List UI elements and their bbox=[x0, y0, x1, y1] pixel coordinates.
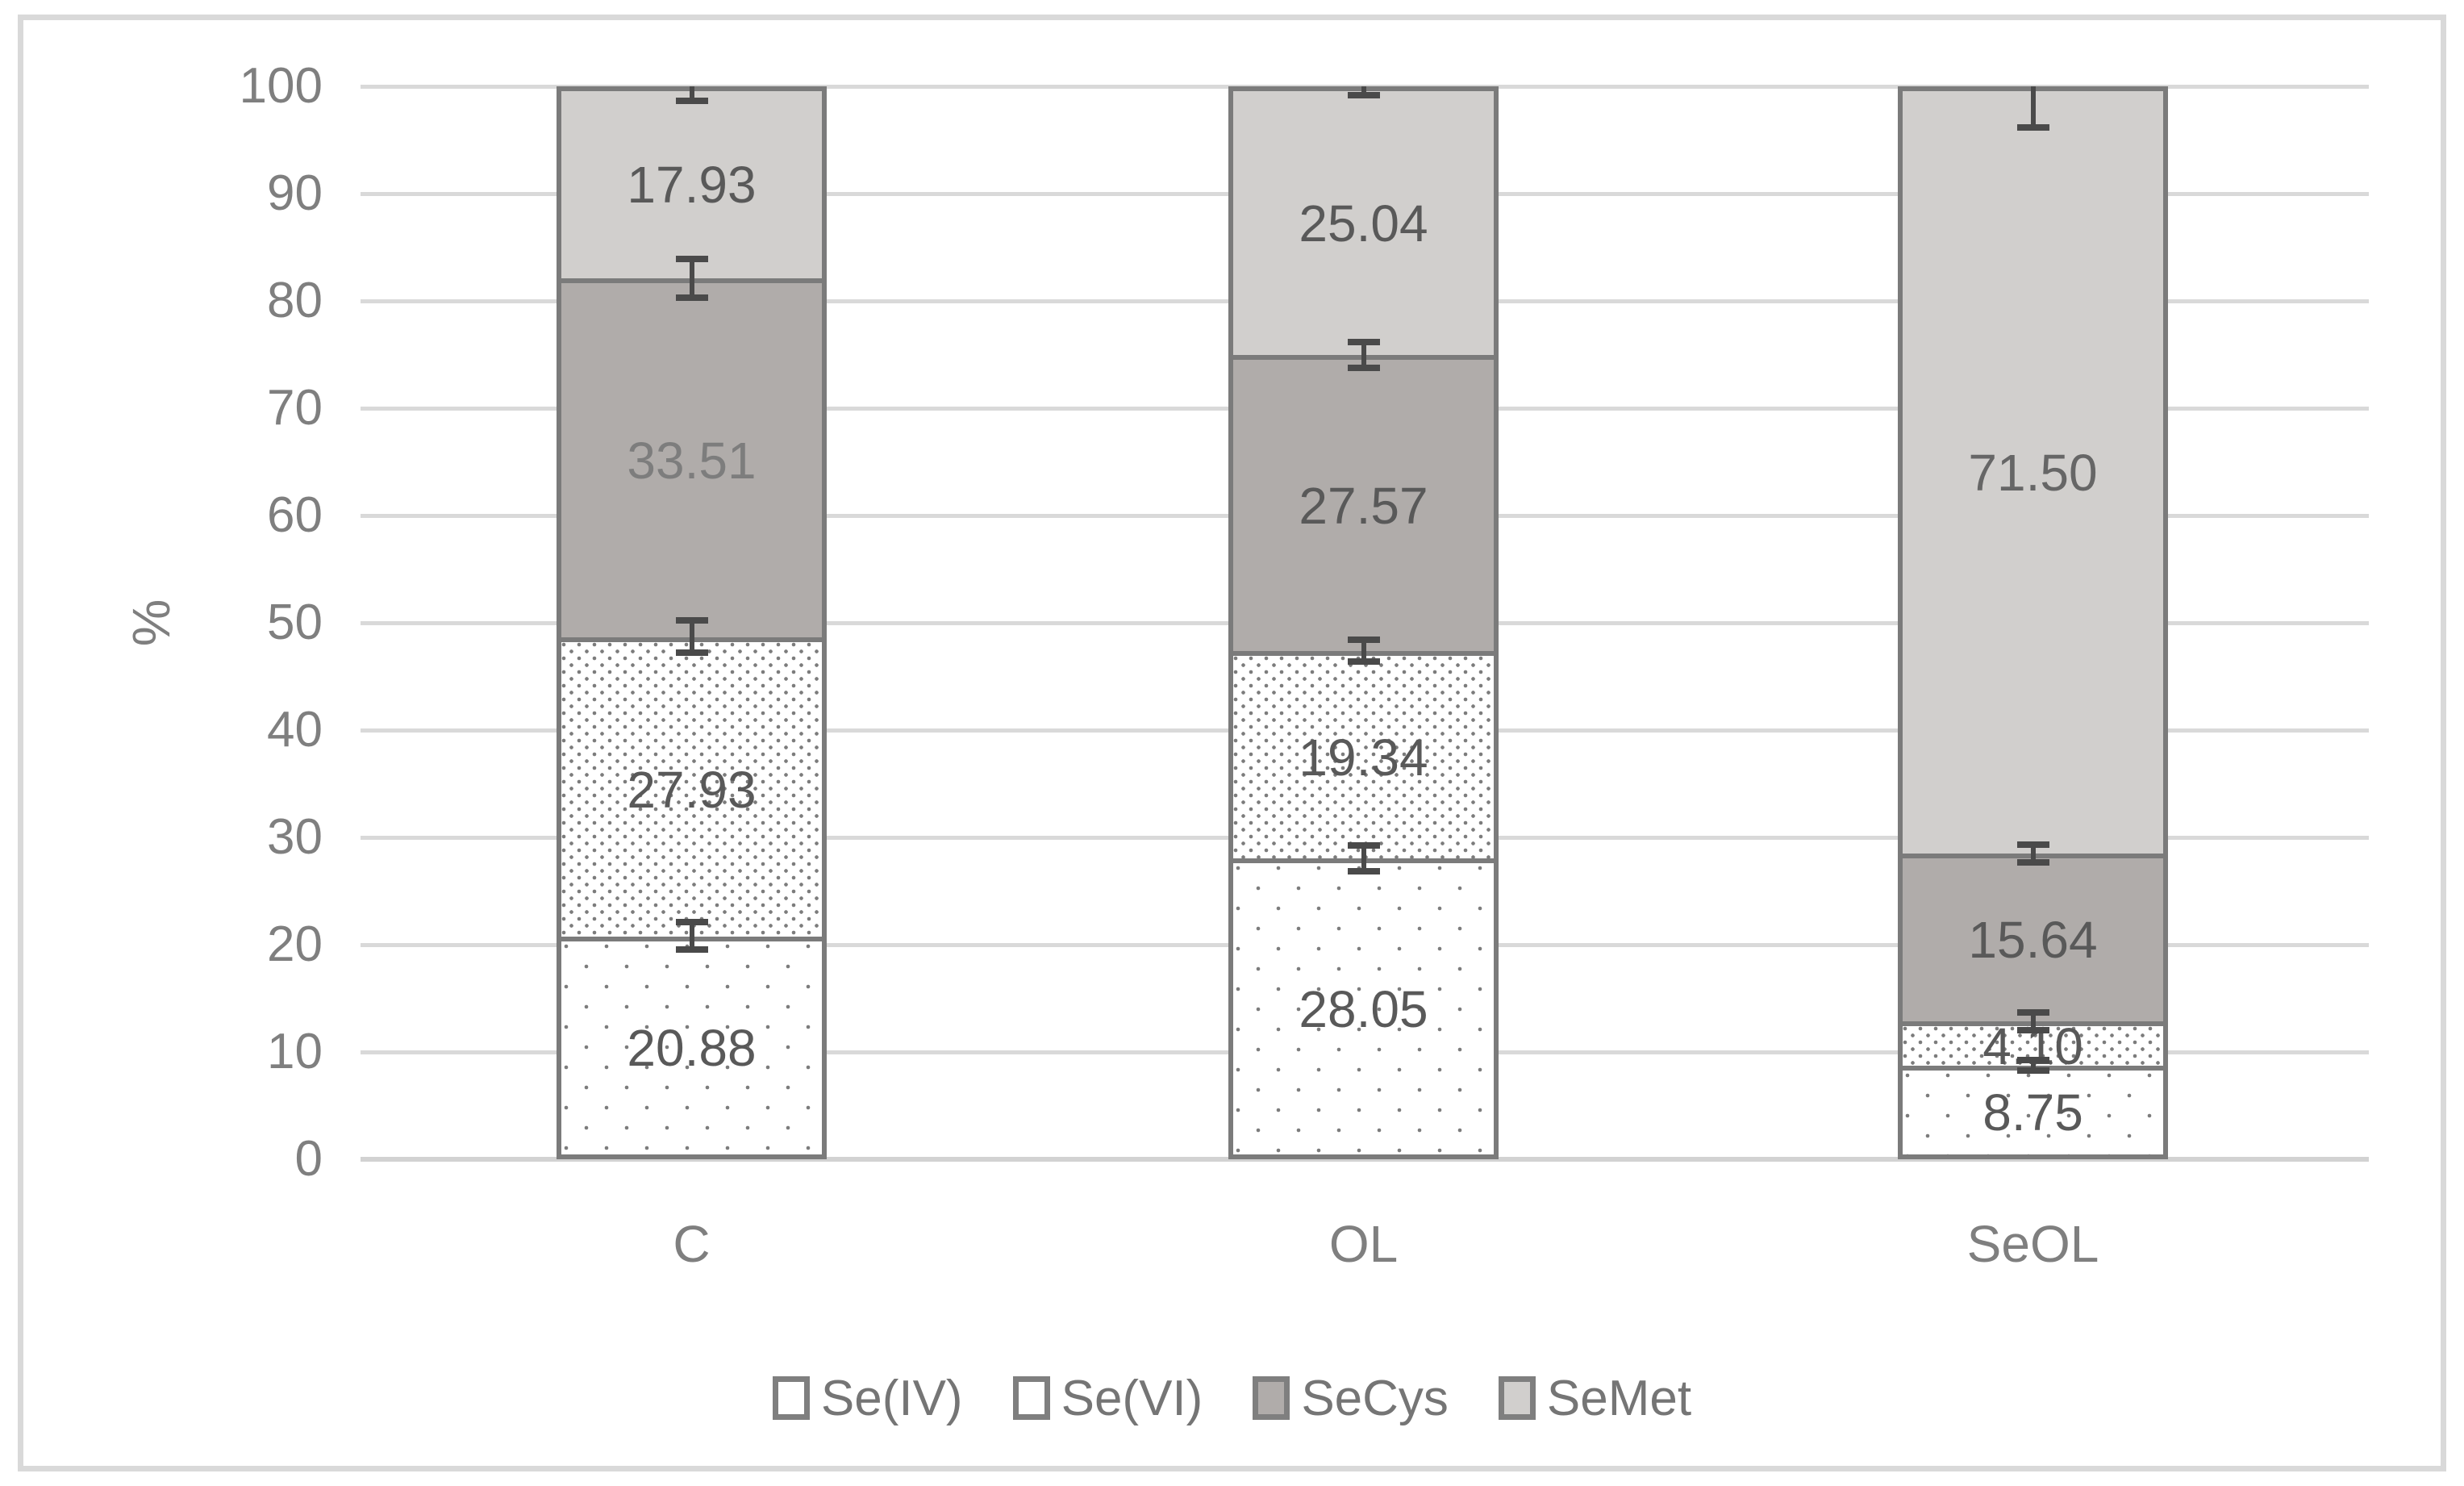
bar-segment-C-SeCys: 33.51 bbox=[557, 278, 827, 637]
legend-label-SeCys: SeCys bbox=[1301, 1370, 1449, 1426]
y-tick-label-50: 50 bbox=[267, 595, 323, 650]
data-label-OL-SeCys: 27.57 bbox=[1299, 476, 1428, 535]
error-bar-line-OL-0 bbox=[1361, 845, 1366, 871]
bar-segment-C-Se(VI): 27.93 bbox=[557, 637, 827, 937]
error-bar-line-SeOL-0 bbox=[2030, 1059, 2036, 1071]
bar-segment-SeOL-Se(IV): 8.75 bbox=[1898, 1066, 2168, 1159]
error-bar-cap-bottom-SeOL-0 bbox=[2016, 1067, 2049, 1075]
error-bar-cap-top-C-1 bbox=[675, 617, 708, 624]
error-bar-cap-bottom-OL-2 bbox=[1347, 364, 1380, 371]
legend-label-SeMet: SeMet bbox=[1546, 1370, 1692, 1426]
data-label-C-Se(IV): 20.88 bbox=[627, 1019, 757, 1077]
legend-item-SeMet: SeMet bbox=[1498, 1370, 1692, 1427]
legend-label-Se(IV): Se(IV) bbox=[820, 1370, 963, 1426]
legend-label-Se(VI): Se(VI) bbox=[1061, 1370, 1203, 1426]
bar-segment-SeOL-SeCys: 15.64 bbox=[1898, 854, 2168, 1021]
error-bar-cap-bottom-OL-0 bbox=[1347, 867, 1380, 874]
error-bar-cap-bottom-SeOL-2 bbox=[2016, 859, 2049, 866]
legend-item-Se(VI): Se(VI) bbox=[1012, 1370, 1203, 1427]
data-label-C-SeMet: 17.93 bbox=[627, 156, 757, 214]
bar-SeOL: 71.50 15.64 4.10 8.75 bbox=[1898, 86, 2168, 1159]
y-tick-label-60: 60 bbox=[267, 487, 323, 543]
bar-segment-SeOL-SeMet: 71.50 bbox=[1898, 86, 2168, 854]
error-bar-cap-bottom-C-0 bbox=[675, 946, 708, 954]
y-tick-label-40: 40 bbox=[267, 702, 323, 758]
error-bar-line-C-1 bbox=[689, 620, 694, 653]
legend-swatch-Se(IV) bbox=[772, 1376, 810, 1420]
gridline-0 bbox=[361, 1157, 2369, 1162]
x-axis-label-SeOL: SeOL bbox=[1966, 1215, 2099, 1273]
error-bar-line-OL-2 bbox=[1361, 342, 1366, 368]
data-label-OL-SeMet: 25.04 bbox=[1299, 194, 1428, 253]
y-tick-label-70: 70 bbox=[267, 380, 323, 436]
data-label-OL-Se(IV): 28.05 bbox=[1299, 979, 1428, 1038]
y-tick-label-30: 30 bbox=[267, 809, 323, 865]
error-bar-cap-top-OL-2 bbox=[1347, 339, 1380, 346]
error-bar-line-C-0 bbox=[689, 921, 694, 950]
legend-swatch-Se(VI) bbox=[1012, 1376, 1050, 1420]
error-bar-cap-bottom-OL-1 bbox=[1347, 658, 1380, 665]
error-bar-line-C-top bbox=[689, 86, 694, 101]
y-tick-label-80: 80 bbox=[267, 273, 323, 328]
bar-segment-OL-Se(IV): 28.05 bbox=[1228, 858, 1499, 1159]
legend-item-Se(IV): Se(IV) bbox=[772, 1370, 963, 1427]
data-label-C-SeCys: 33.51 bbox=[627, 431, 757, 490]
error-bar-cap-bottom-OL-top bbox=[1347, 91, 1380, 98]
error-bar-line-SeOL-1 bbox=[2030, 1012, 2036, 1030]
data-label-SeOL-SeCys: 15.64 bbox=[1968, 911, 2098, 969]
error-bar-line-OL-1 bbox=[1361, 640, 1366, 662]
bar-segment-OL-SeMet: 25.04 bbox=[1228, 86, 1499, 355]
x-axis-label-C: C bbox=[673, 1215, 711, 1273]
y-tick-label-90: 90 bbox=[267, 165, 323, 221]
legend: Se(IV) Se(VI) SeCys SeMet bbox=[0, 1366, 2464, 1430]
error-bar-cap-top-C-2 bbox=[675, 255, 708, 262]
bar-C: 17.93 33.51 27.93 20.88 bbox=[557, 86, 827, 1159]
bar-OL: 25.04 27.57 19.34 28.05 bbox=[1228, 86, 1499, 1159]
error-bar-cap-top-C-0 bbox=[675, 918, 708, 925]
error-bar-cap-top-SeOL-0 bbox=[2016, 1056, 2049, 1063]
data-label-SeOL-Se(IV): 8.75 bbox=[1982, 1083, 2083, 1142]
error-bar-line-OL-top bbox=[1361, 86, 1366, 95]
bar-segment-C-SeMet: 17.93 bbox=[557, 86, 827, 278]
error-bar-line-C-2 bbox=[689, 258, 694, 298]
y-tick-label-0: 0 bbox=[294, 1131, 323, 1187]
error-bar-cap-top-SeOL-2 bbox=[2016, 841, 2049, 848]
data-label-SeOL-SeMet: 71.50 bbox=[1968, 443, 2098, 502]
error-bar-cap-bottom-SeOL-top bbox=[2016, 123, 2049, 131]
error-bar-cap-top-OL-0 bbox=[1347, 841, 1380, 849]
error-bar-cap-bottom-C-1 bbox=[675, 649, 708, 657]
y-tick-label-20: 20 bbox=[267, 916, 323, 972]
x-axis-label-OL: OL bbox=[1328, 1215, 1399, 1273]
error-bar-cap-top-SeOL-1 bbox=[2016, 1009, 2049, 1016]
error-bar-cap-bottom-SeOL-1 bbox=[2016, 1026, 2049, 1033]
data-label-C-Se(VI): 27.93 bbox=[627, 760, 757, 819]
error-bar-cap-bottom-C-2 bbox=[675, 294, 708, 301]
legend-item-SeCys: SeCys bbox=[1253, 1370, 1449, 1427]
error-bar-line-SeOL-2 bbox=[2030, 844, 2036, 863]
bar-segment-OL-Se(VI): 19.34 bbox=[1228, 651, 1499, 858]
y-tick-label-100: 100 bbox=[239, 58, 323, 114]
bar-segment-OL-SeCys: 27.57 bbox=[1228, 355, 1499, 651]
error-bar-line-SeOL-top bbox=[2030, 86, 2036, 127]
legend-swatch-SeCys bbox=[1253, 1376, 1290, 1420]
data-label-OL-Se(VI): 19.34 bbox=[1299, 728, 1428, 787]
bar-segment-C-Se(IV): 20.88 bbox=[557, 937, 827, 1159]
y-tick-label-10: 10 bbox=[267, 1024, 323, 1079]
error-bar-cap-bottom-C-top bbox=[675, 97, 708, 104]
legend-swatch-SeMet bbox=[1498, 1376, 1536, 1420]
error-bar-cap-top-OL-1 bbox=[1347, 637, 1380, 644]
